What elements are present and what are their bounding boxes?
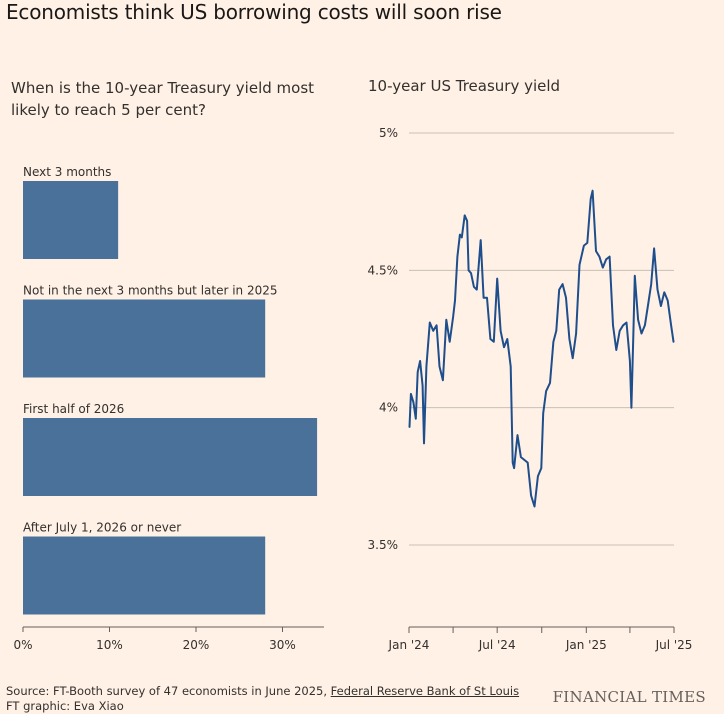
charts-canvas: Next 3 months Not in the next 3 months bu…	[13, 126, 693, 652]
bar	[23, 536, 266, 615]
line-x-tick-label: Jul '24	[478, 638, 516, 652]
bar-category-label: After July 1, 2026 or never	[23, 521, 181, 535]
chart-title: Economists think US borrowing costs will…	[6, 0, 502, 24]
bar-x-tick-label: 0%	[13, 638, 32, 652]
line-x-tick-label: Jan '25	[565, 638, 607, 652]
yield-series-line	[408, 189, 675, 508]
bar	[23, 181, 119, 259]
bar-category-label: Next 3 months	[23, 165, 111, 179]
footer: Source: FT-Booth survey of 47 economists…	[6, 684, 519, 714]
bar-x-tick-label: 10%	[96, 638, 123, 652]
credit-text: FT graphic: Eva Xiao	[6, 699, 124, 713]
source-link[interactable]: Federal Reserve Bank of St Louis	[330, 684, 520, 698]
source-text: Source: FT-Booth survey of 47 economists…	[6, 684, 331, 698]
bar	[23, 299, 266, 378]
bar-chart-title: When is the 10-year Treasury yield most …	[11, 79, 315, 119]
line-x-tick-label: Jul '25	[655, 638, 693, 652]
line-x-tick-label: Jan '24	[388, 638, 430, 652]
bar-x-tick-label: 30%	[269, 638, 296, 652]
line-y-tick-label: 3.5%	[368, 538, 399, 552]
line-y-tick-label: 4.5%	[368, 263, 399, 277]
bar-x-tick-label: 20%	[183, 638, 210, 652]
ft-logo: FINANCIAL TIMES	[552, 688, 706, 706]
line-chart-title: 10-year US Treasury yield	[368, 77, 561, 95]
bar-category-label: Not in the next 3 months but later in 20…	[23, 284, 278, 298]
line-y-tick-label: 5%	[379, 126, 398, 140]
bar	[23, 418, 318, 496]
bar-category-label: First half of 2026	[23, 402, 124, 416]
line-y-tick-label: 4%	[379, 401, 398, 415]
